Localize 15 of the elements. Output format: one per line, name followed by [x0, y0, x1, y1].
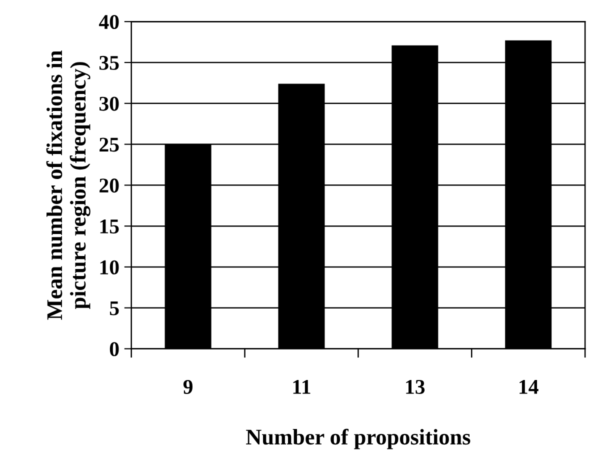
y-tick-label: 0 [110, 342, 119, 356]
y-tick-label: 25 [100, 138, 119, 152]
y-tick-label: 35 [99, 56, 119, 70]
y-axis-title: Mean number of fixations in picture region (frequency) [46, 50, 90, 320]
x-tick-label: 11 [293, 380, 310, 394]
y-tick-label: 20 [100, 178, 119, 193]
x-tick-label: 9 [183, 380, 193, 394]
x-axis-title: Number of propositions [246, 428, 470, 450]
x-tick-label: 13 [406, 380, 425, 394]
y-tick-label: 10 [100, 260, 119, 274]
y-tick-label: 30 [99, 96, 119, 111]
y-tick-label: 15 [100, 220, 119, 234]
x-tick-label: 14 [520, 380, 538, 394]
y-tick-label: 40 [98, 14, 119, 30]
y-tick-label: 5 [110, 301, 119, 316]
